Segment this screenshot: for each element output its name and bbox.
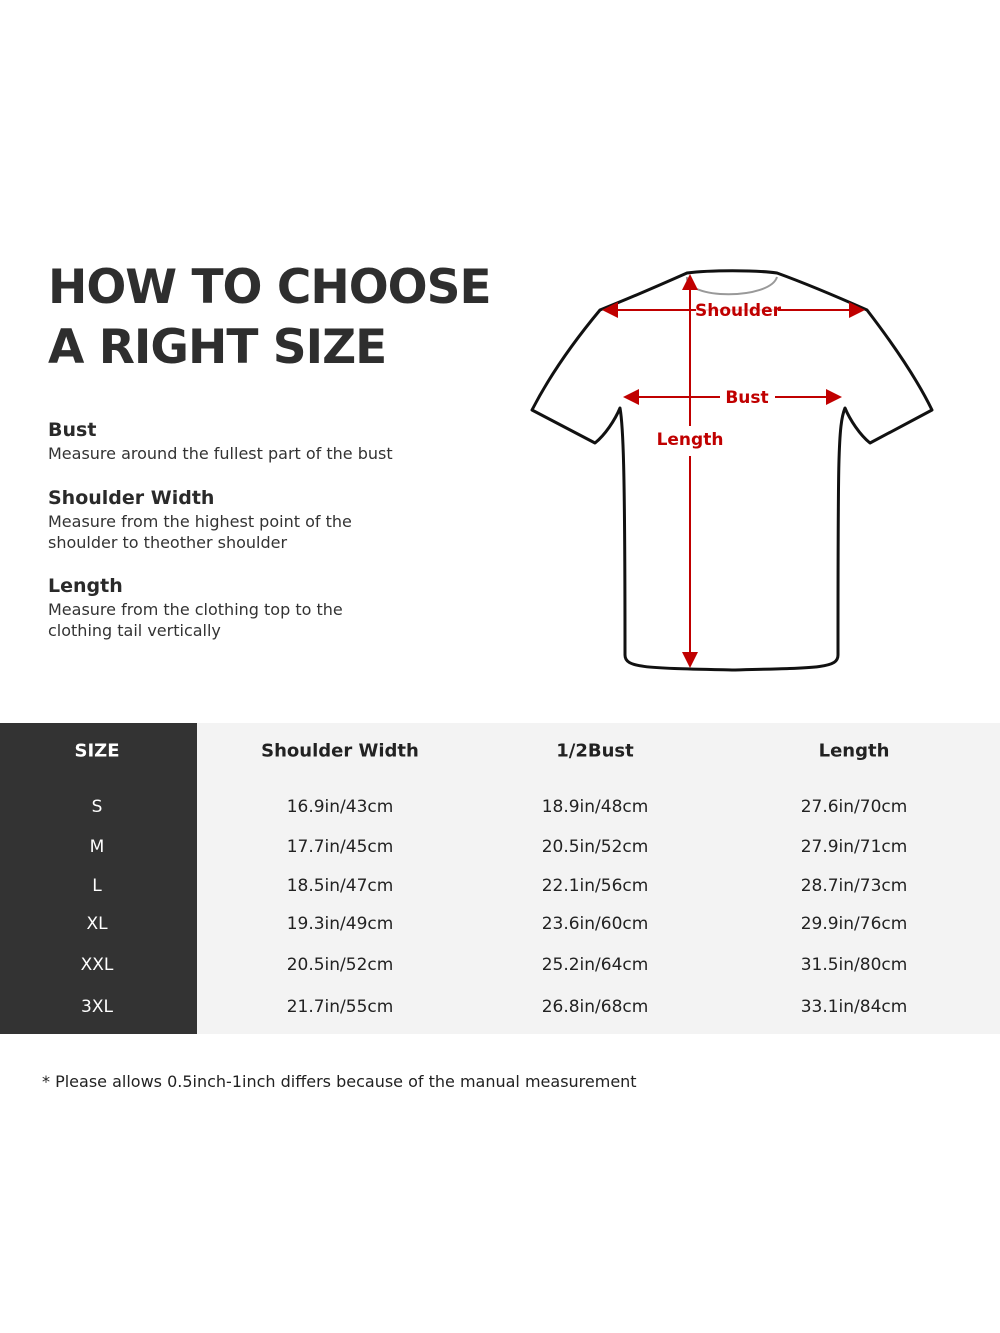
table-cell-length: 27.9in/71cm [800, 837, 908, 857]
definition-term: Shoulder Width [48, 487, 215, 509]
column-header-shoulder-width: Shoulder Width [261, 740, 419, 762]
table-cell-length: 29.9in/76cm [800, 914, 908, 934]
bust-label: Bust [725, 388, 768, 408]
table-cell-shoulder-width: 20.5in/52cm [286, 955, 394, 975]
definition-length: Length Measure from the clothing top to … [48, 573, 343, 641]
length-label: Length [657, 430, 724, 450]
table-cell-length: 33.1in/84cm [800, 997, 908, 1017]
column-header-length: Length [818, 740, 890, 762]
table-cell-length: 27.6in/70cm [800, 797, 908, 817]
table-cell-size: M [89, 837, 105, 857]
table-cell-shoulder-width: 19.3in/49cm [286, 914, 394, 934]
size-column-background [0, 723, 197, 1034]
definition-desc: Measure around the fullest part of the b… [48, 444, 393, 463]
table-cell-shoulder-width: 18.5in/47cm [286, 876, 394, 896]
table-cell-half-bust: 23.6in/60cm [541, 914, 649, 934]
table-cell-half-bust: 22.1in/56cm [541, 876, 649, 896]
table-cell-half-bust: 20.5in/52cm [541, 837, 649, 857]
table-cell-shoulder-width: 16.9in/43cm [286, 797, 394, 817]
table-cell-length: 31.5in/80cm [800, 955, 908, 975]
definition-shoulder-width: Shoulder Width Measure from the highest … [48, 485, 352, 553]
table-cell-size: S [91, 797, 103, 817]
definition-desc: Measure from the clothing top to the [48, 600, 343, 619]
table-cell-half-bust: 18.9in/48cm [541, 797, 649, 817]
table-cell-length: 28.7in/73cm [800, 876, 908, 896]
definition-term: Bust [48, 419, 97, 441]
title-line-2: A RIGHT SIZE [48, 320, 387, 375]
definition-term: Length [48, 575, 123, 597]
definition-bust: Bust Measure around the fullest part of … [48, 417, 393, 464]
column-header-half-bust: 1/2Bust [556, 740, 634, 762]
tshirt-measurement-diagram: Shoulder Bust Length [530, 269, 934, 672]
shoulder-label: Shoulder [695, 301, 782, 321]
table-cell-half-bust: 25.2in/64cm [541, 955, 649, 975]
table-cell-size: XXL [80, 955, 114, 975]
table-cell-half-bust: 26.8in/68cm [541, 997, 649, 1017]
tshirt-outline [530, 269, 934, 672]
definition-desc: Measure from the highest point of the [48, 512, 352, 531]
title-line-1: HOW TO CHOOSE [48, 260, 492, 315]
definition-desc: clothing tail vertically [48, 621, 221, 640]
table-cell-size: 3XL [81, 997, 113, 1017]
table-cell-size: XL [86, 914, 108, 934]
table-cell-shoulder-width: 17.7in/45cm [286, 837, 394, 857]
size-table: SIZE Shoulder Width 1/2Bust Length S 16.9in/4… [0, 723, 1000, 1034]
measurement-note: * Please allows 0.5inch-1inch differs be… [42, 1072, 637, 1091]
column-header-size: SIZE [74, 740, 120, 762]
table-cell-size: L [92, 876, 102, 896]
page-title: HOW TO CHOOSE A RIGHT SIZE [48, 258, 492, 378]
table-cell-shoulder-width: 21.7in/55cm [286, 997, 394, 1017]
definition-desc: shoulder to theother shoulder [48, 533, 288, 552]
